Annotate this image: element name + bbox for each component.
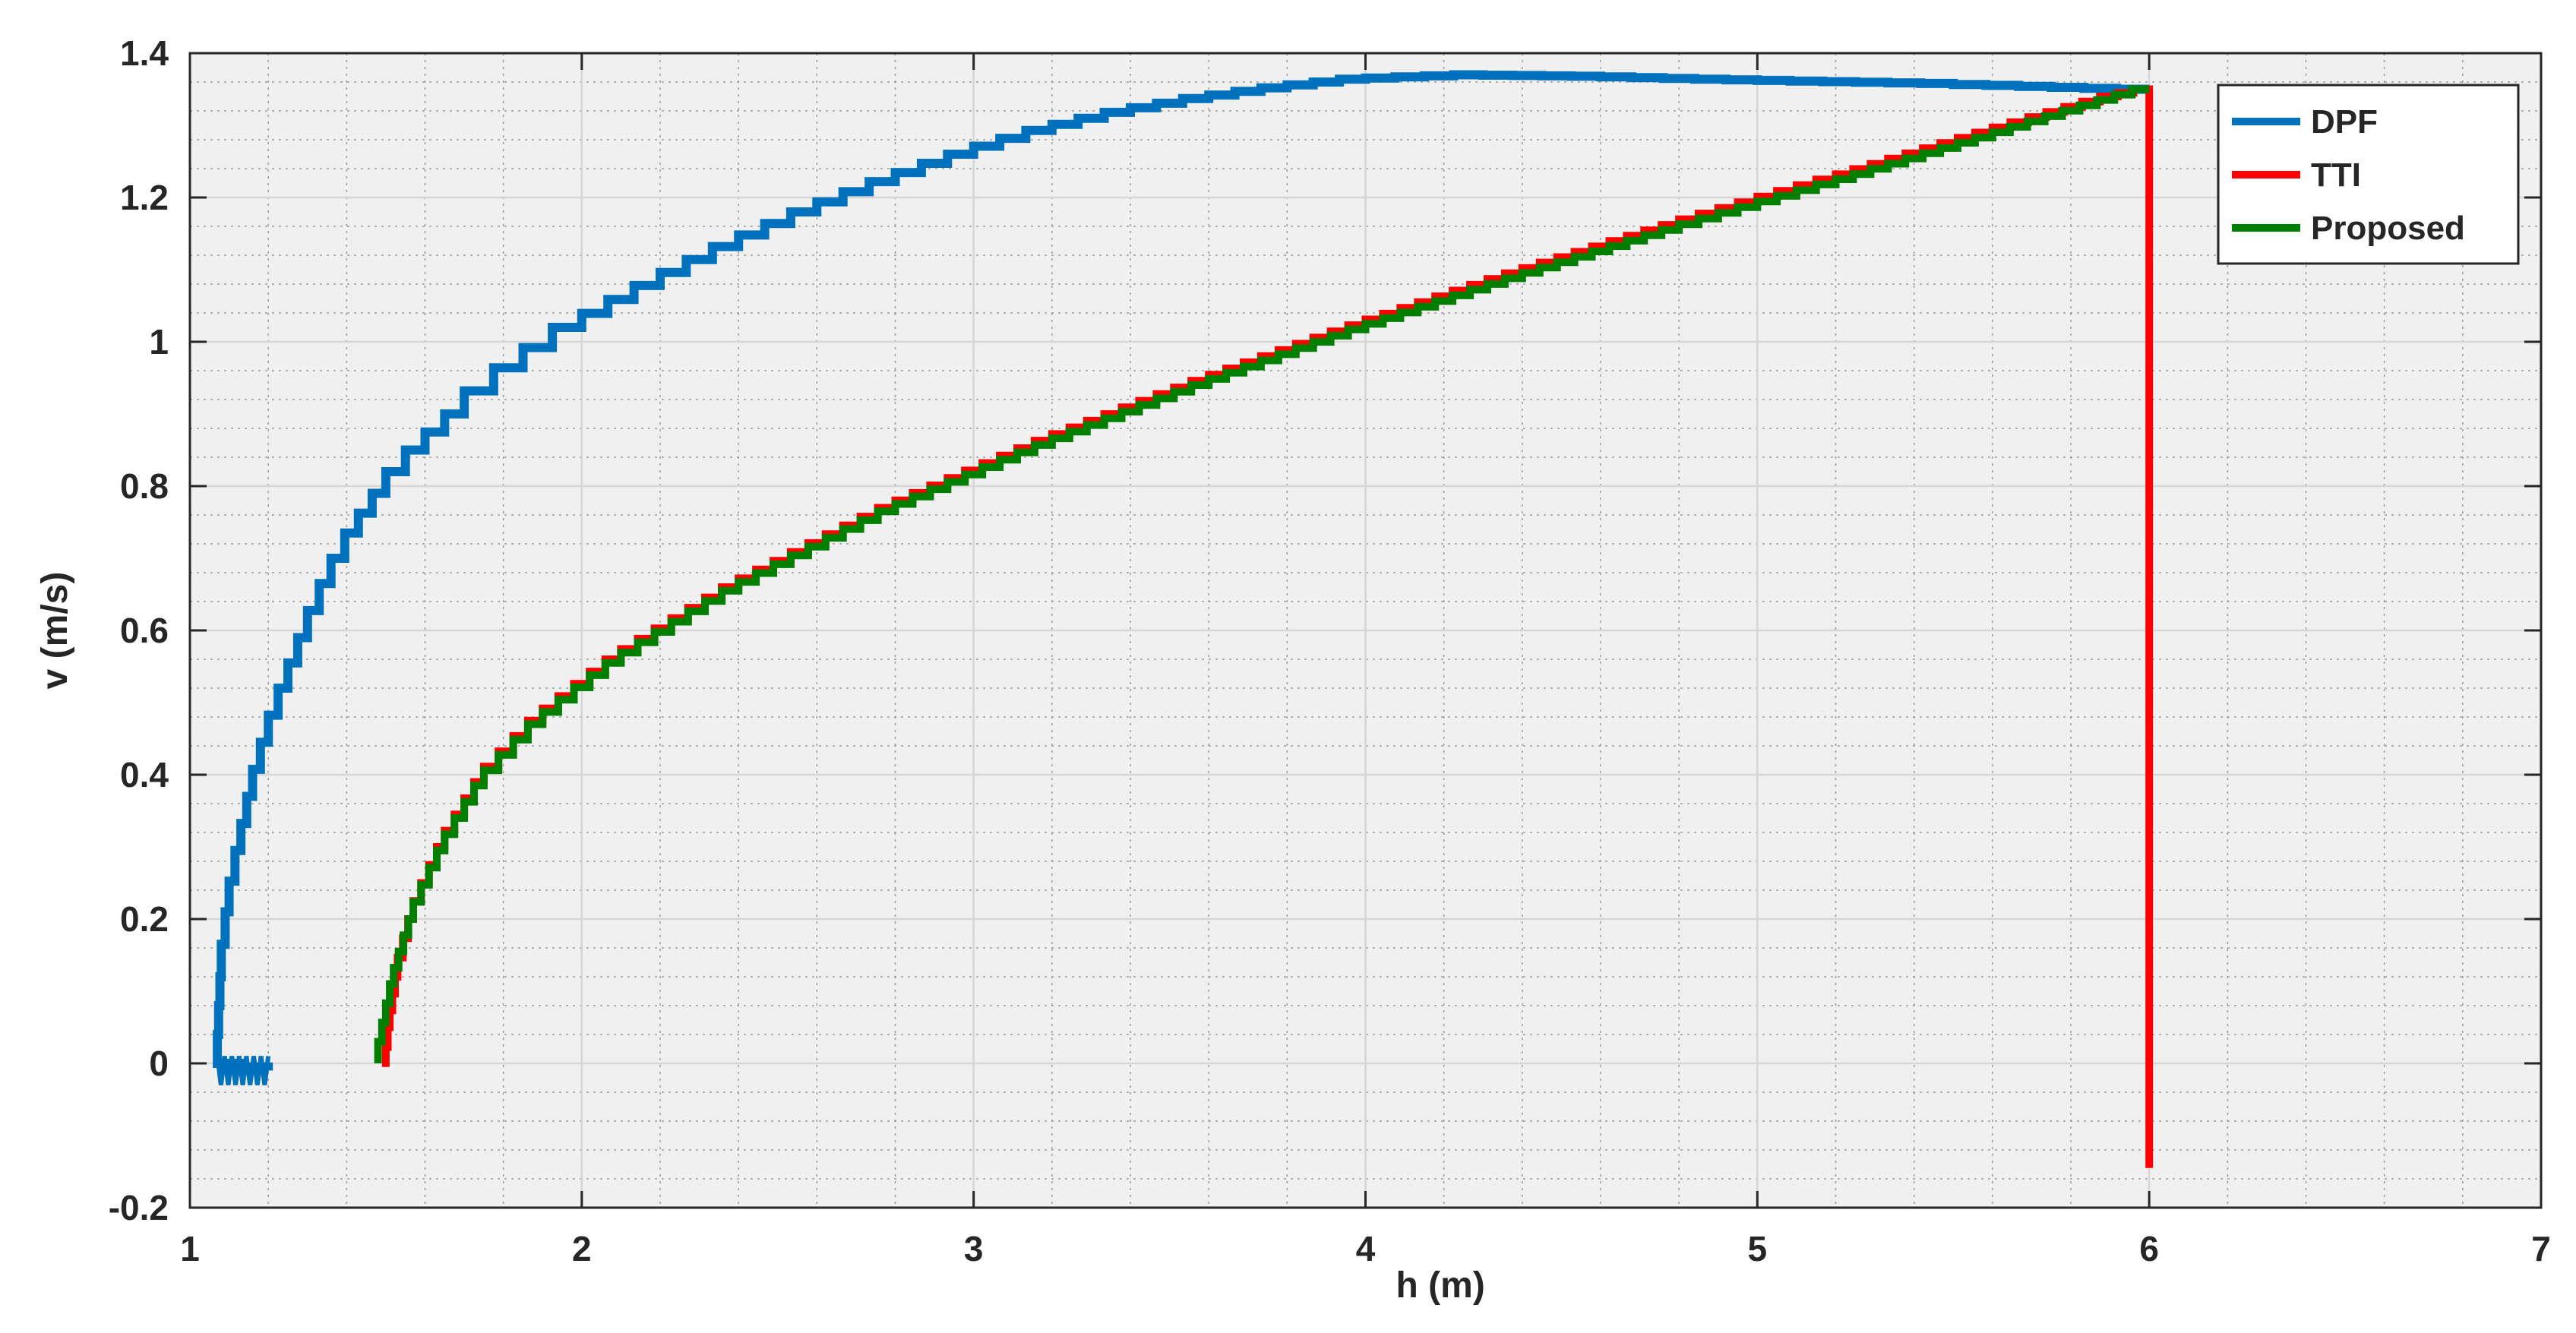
x-tick-label: 7 [2531,1229,2551,1268]
x-tick-label: 3 [964,1229,984,1268]
y-tick-label: 1 [149,322,169,362]
x-tick-label: 1 [180,1229,200,1268]
legend-label-dpf: DPF [2311,103,2378,141]
x-tick-label: 6 [2139,1229,2159,1268]
y-tick-label: 0.8 [120,466,169,506]
x-tick-label: 4 [1356,1229,1376,1268]
series-line-dpf-oscillation [215,1056,271,1085]
legend-label-tti: TTI [2311,156,2361,194]
x-axis-ticks: 1 2 3 4 5 6 7 [180,53,2551,1268]
y-tick-label: 0 [149,1044,169,1083]
y-tick-label: 0.2 [120,899,169,939]
x-tick-label: 5 [1748,1229,1768,1268]
legend: DPF TTI Proposed [2217,84,2520,265]
legend-label-proposed: Proposed [2311,210,2465,247]
y-tick-label: -0.2 [109,1188,169,1227]
y-tick-label: 0.4 [120,755,169,794]
series-layer [213,70,2154,1168]
x-axis-label: h (m) [1396,1265,1485,1306]
series-line-dpf [213,70,2150,1072]
y-tick-label: 1.4 [120,33,169,73]
y-tick-label: 0.6 [120,611,169,650]
y-axis-ticks: -0.2 0 0.2 0.4 0.6 0.8 1 1.2 1.4 [109,33,2541,1227]
series-line-proposed [374,85,2150,1063]
y-tick-label: 1.2 [120,178,169,217]
x-tick-label: 2 [572,1229,592,1268]
y-axis-label: v (m/s) [35,572,75,690]
